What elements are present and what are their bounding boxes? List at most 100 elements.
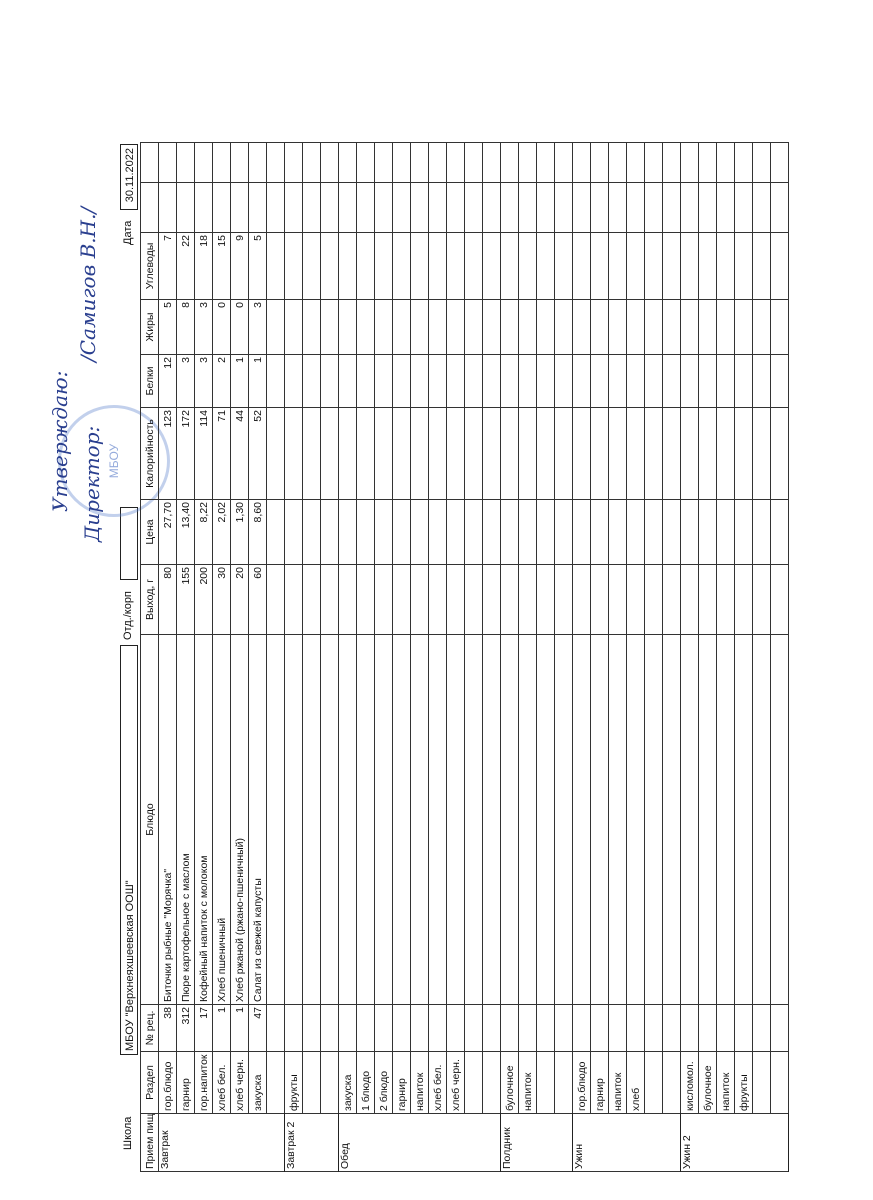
menu-cell [680,407,699,500]
blank-cell [374,142,393,183]
menu-cell: 3 [194,299,213,355]
blank-cell [518,182,537,233]
menu-cell [644,1051,663,1114]
menu-cell [752,1051,771,1114]
menu-cell [554,1051,573,1114]
menu-cell [572,1004,591,1052]
menu-cell: 30 [212,564,231,635]
menu-cell [464,407,483,500]
blank-cell [212,182,231,233]
menu-cell: Кофейный напиток с молоком [194,634,213,1005]
menu-cell [680,499,699,565]
menu-cell [374,634,393,1005]
menu-cell: 2,02 [212,499,231,565]
menu-cell [320,564,339,635]
menu-cell [500,354,519,408]
menu-cell [770,499,789,565]
blank-cell [734,182,753,233]
header-row: Прием пищи Раздел № рец. Блюдо Выход, г Цена К… [140,142,159,1172]
menu-row: напиток [518,142,537,1172]
menu-cell: 17 [194,1004,213,1052]
menu-cell [392,1004,411,1052]
menu-cell [716,634,735,1005]
menu-cell [374,499,393,565]
column-header: Калорийность [140,407,159,500]
menu-row [464,142,483,1172]
menu-cell [716,1004,735,1052]
menu-cell [716,564,735,635]
menu-cell [464,354,483,408]
menu-cell [698,354,717,408]
menu-cell [608,354,627,408]
menu-cell: фрукты [284,1051,303,1114]
menu-cell [698,499,717,565]
dept-label: Отд./корп [122,591,134,640]
approval-position: Директор: [80,425,104,542]
menu-row: хлеб бел. 1 Хлеб пшеничный 30 2,02 71 2 0 15 [212,142,231,1172]
menu-row [266,142,285,1172]
menu-cell [266,299,285,355]
menu-cell [536,1051,555,1114]
menu-cell [680,634,699,1005]
menu-cell [338,232,357,300]
menu-cell [410,634,429,1005]
blank-cell [752,182,771,233]
menu-cell: 0 [230,299,249,355]
menu-cell [356,299,375,355]
menu-cell [716,354,735,408]
menu-cell [536,1004,555,1052]
menu-cell [338,564,357,635]
blank-cell [536,182,555,233]
school-name: МБОУ "Верхнеяхшеевская ООШ" [120,645,138,1055]
menu-cell: 27,70 [158,499,177,565]
menu-cell [662,232,681,300]
menu-cell [536,299,555,355]
blank-cell [320,142,339,183]
blank-cell [554,142,573,183]
menu-row: Завтрак гор.блюдо 38 Биточки рыбные "Морячк… [158,142,285,1172]
menu-cell [644,354,663,408]
menu-cell [338,354,357,408]
menu-cell [464,1051,483,1114]
menu-cell: 18 [194,232,213,300]
menu-cell [482,564,501,635]
menu-cell [374,407,393,500]
menu-cell [356,499,375,565]
menu-row: напиток [608,142,627,1172]
menu-cell [356,354,375,408]
menu-cell: 1 блюдо [356,1051,375,1114]
menu-cell [554,634,573,1005]
menu-cell: 3 [248,299,267,355]
menu-cell [554,499,573,565]
blank-cell [158,142,177,183]
menu-cell: фрукты [734,1051,753,1114]
date: 30.11.2022 [120,144,138,210]
blank-cell [284,182,303,233]
blank-cell [536,142,555,183]
menu-cell [284,634,303,1005]
menu-cell [284,299,303,355]
menu-cell [662,564,681,635]
menu-cell [662,499,681,565]
menu-cell: 3 [194,354,213,408]
menu-cell [500,564,519,635]
menu-cell [662,299,681,355]
menu-cell [356,407,375,500]
menu-cell [554,407,573,500]
meal-name: Завтрак 2 [284,1113,339,1172]
blank-cell [608,182,627,233]
blank-cell [482,182,501,233]
menu-cell [428,354,447,408]
menu-cell: 1 [230,1004,249,1052]
menu-cell [734,407,753,500]
menu-cell [320,634,339,1005]
blank-cell [680,182,699,233]
menu-cell [644,407,663,500]
menu-cell: 155 [176,564,195,635]
menu-cell: кисломол. [680,1051,699,1114]
menu-row [752,142,771,1172]
menu-cell [338,407,357,500]
menu-cell: 1 [248,354,267,408]
menu-cell [374,354,393,408]
